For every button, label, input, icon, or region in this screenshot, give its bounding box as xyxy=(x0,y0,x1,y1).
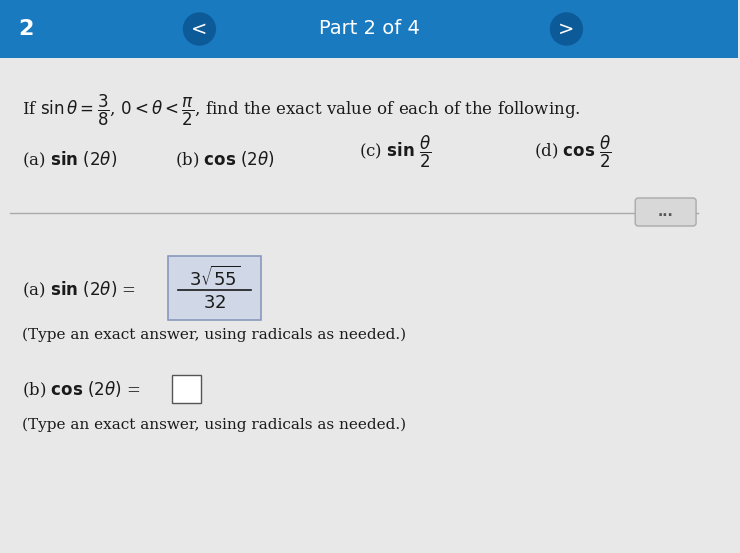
Text: (a) $\mathbf{sin}$ $(2\theta)$: (a) $\mathbf{sin}$ $(2\theta)$ xyxy=(22,150,117,170)
Text: >: > xyxy=(558,19,575,39)
FancyBboxPatch shape xyxy=(167,256,261,320)
FancyBboxPatch shape xyxy=(0,58,738,553)
Text: (c) $\mathbf{sin}$ $\dfrac{\theta}{2}$: (c) $\mathbf{sin}$ $\dfrac{\theta}{2}$ xyxy=(359,134,432,170)
Text: <: < xyxy=(191,19,208,39)
Text: $32$: $32$ xyxy=(203,294,226,312)
FancyBboxPatch shape xyxy=(635,198,696,226)
Text: Part 2 of 4: Part 2 of 4 xyxy=(318,19,420,39)
Circle shape xyxy=(551,13,582,45)
FancyBboxPatch shape xyxy=(172,375,201,403)
Text: (Type an exact answer, using radicals as needed.): (Type an exact answer, using radicals as… xyxy=(22,328,406,342)
Text: (d) $\mathbf{cos}$ $\dfrac{\theta}{2}$: (d) $\mathbf{cos}$ $\dfrac{\theta}{2}$ xyxy=(534,134,611,170)
Text: $3\sqrt{55}$: $3\sqrt{55}$ xyxy=(189,266,240,290)
Text: (b) $\mathbf{cos}$ $(2\theta)$ =: (b) $\mathbf{cos}$ $(2\theta)$ = xyxy=(22,380,141,400)
Text: 2: 2 xyxy=(18,19,33,39)
Text: (a) $\mathbf{sin}$ $(2\theta)$ =: (a) $\mathbf{sin}$ $(2\theta)$ = xyxy=(22,280,136,300)
Circle shape xyxy=(184,13,215,45)
Text: (b) $\mathbf{cos}$ $(2\theta)$: (b) $\mathbf{cos}$ $(2\theta)$ xyxy=(175,150,275,170)
Text: (Type an exact answer, using radicals as needed.): (Type an exact answer, using radicals as… xyxy=(22,418,406,432)
FancyBboxPatch shape xyxy=(0,0,738,58)
Text: ...: ... xyxy=(657,205,673,219)
Text: If $\sin\theta = \dfrac{3}{8}$, $0 < \theta < \dfrac{\pi}{2}$, find the exact va: If $\sin\theta = \dfrac{3}{8}$, $0 < \th… xyxy=(22,92,580,128)
